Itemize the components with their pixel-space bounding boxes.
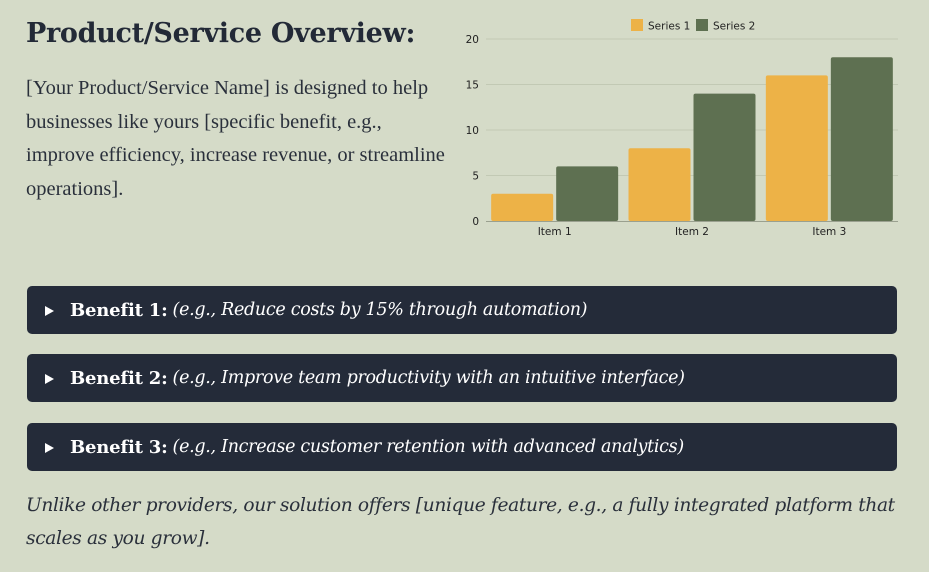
legend-label: Series 1 <box>648 21 690 33</box>
bar-series-1-item-2 <box>628 148 691 221</box>
benefit-2-toggle[interactable]: Benefit 2: (e.g., Improve team productiv… <box>27 354 897 402</box>
bar-series-2-item-3 <box>830 57 893 222</box>
benefit-1-label: Benefit 1: <box>70 299 168 321</box>
benefit-1-toggle[interactable]: Benefit 1: (e.g., Reduce costs by 15% th… <box>27 286 897 334</box>
expand-triangle-icon <box>45 305 54 316</box>
benefit-3-label: Benefit 3: <box>70 436 168 458</box>
y-tick-label: 0 <box>472 216 479 228</box>
closing-paragraph: Unlike other providers, our solution off… <box>26 495 895 549</box>
expand-triangle-icon <box>45 442 54 453</box>
legend-label: Series 2 <box>713 21 755 33</box>
y-tick-label: 5 <box>472 171 479 183</box>
x-tick-label: Item 1 <box>538 226 572 238</box>
bar-series-1-item-1 <box>491 193 554 221</box>
benefit-1-text: (e.g., Reduce costs by 15% through autom… <box>172 300 588 320</box>
benefit-3-toggle[interactable]: Benefit 3: (e.g., Increase customer rete… <box>27 423 897 471</box>
benefit-2-label: Benefit 2: <box>70 367 168 389</box>
legend-swatch <box>631 19 643 31</box>
expand-triangle-icon <box>45 373 54 384</box>
bar-chart: 0 5 10 15 20 Item 1 Item 2 Item 3 Series 1 Series… <box>455 10 915 250</box>
bar-series-2-item-2 <box>693 93 756 221</box>
legend-swatch <box>696 19 708 31</box>
bar-series-2-item-1 <box>556 166 619 221</box>
y-tick-label: 20 <box>466 34 479 46</box>
bar-series-1-item-3 <box>765 75 828 222</box>
x-tick-label: Item 2 <box>675 226 709 238</box>
benefit-2-text: (e.g., Improve team productivity with an… <box>172 368 685 388</box>
intro-paragraph: [Your Product/Service Name] is designed … <box>26 77 445 200</box>
x-tick-label: Item 3 <box>812 226 846 238</box>
page-title: Product/Service Overview: <box>26 18 416 49</box>
y-tick-label: 10 <box>466 125 479 137</box>
bar-chart-svg: 0 5 10 15 20 Item 1 Item 2 Item 3 Series 1 Series… <box>466 19 898 238</box>
benefit-3-text: (e.g., Increase customer retention with … <box>172 437 685 457</box>
y-tick-label: 15 <box>466 80 479 92</box>
